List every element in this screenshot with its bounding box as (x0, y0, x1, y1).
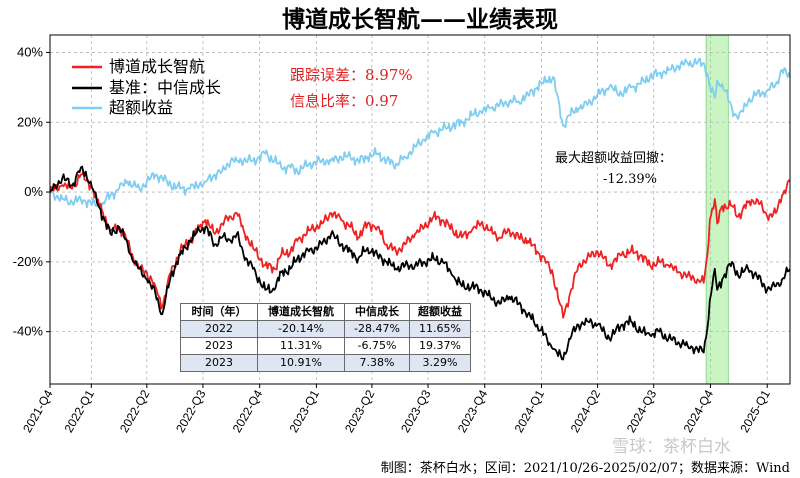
table-row: 2023 10.91% 7.38% 3.29% (180, 354, 471, 372)
legend-label-fund: 博道成长智航 (109, 57, 205, 76)
x-tick-label: 2024-Q3 (624, 387, 660, 435)
table-cell: -28.47% (344, 320, 410, 338)
x-tick-label: 2023-Q1 (287, 387, 323, 435)
x-tick-label: 2022-Q3 (173, 387, 209, 435)
performance-table: 时间（年） 博道成长智航 中信成长 超额收益 2022 -20.14% -28.… (180, 303, 471, 372)
y-tick-label: 20% (17, 114, 43, 129)
x-tick-label: 2025-Q1 (737, 387, 773, 435)
table-header-cell: 中信成长 (344, 303, 410, 321)
series-line (49, 170, 791, 319)
x-tick-label: 2022-Q4 (230, 387, 266, 435)
max-drawdown-label: 最大超额收益回撤： (555, 150, 672, 166)
chart-title: 博道成长智航——业绩表现 (282, 6, 558, 33)
legend-label-benchmark: 基准：中信成长 (109, 78, 221, 97)
x-tick-label: 2021-Q4 (20, 387, 56, 435)
table-cell: 11.65% (409, 320, 471, 338)
x-tick-label: 2022-Q2 (117, 387, 153, 435)
legend-label-excess: 超额收益 (109, 98, 173, 117)
legend: 博道成长智航 基准：中信成长 超额收益 (72, 57, 221, 117)
table-cell: 11.31% (257, 337, 345, 355)
table-cell: 10.91% (257, 354, 345, 372)
table-cell: 19.37% (409, 337, 471, 355)
watermark-text: 雪球：茶杯白水 (612, 437, 731, 457)
x-tick-label: 2023-Q4 (455, 387, 491, 435)
table-cell: 2023 (180, 354, 258, 372)
tracking-error-label: 跟踪误差：8.97% (290, 66, 413, 84)
table-cell: 2022 (180, 320, 258, 338)
footer-source: 制图：茶杯白水；区间：2021/10/26-2025/02/07；数据来源：Wi… (381, 460, 790, 476)
table-cell: 3.29% (409, 354, 471, 372)
table-row: 2022 -20.14% -28.47% 11.65% (180, 320, 471, 338)
table-header-row: 时间（年） 博道成长智航 中信成长 超额收益 (180, 303, 471, 321)
y-tick-label: 0% (24, 184, 43, 199)
x-tick-label: 2022-Q1 (61, 387, 97, 435)
series-lines (49, 57, 791, 361)
y-axis: 40% 20% 0% -20% -40% (13, 44, 50, 339)
table-row: 2023 11.31% -6.75% 19.37% (180, 337, 471, 355)
x-axis: 2021-Q4 2022-Q1 2022-Q2 2022-Q3 2022-Q4 2023-… (20, 384, 773, 435)
table-cell: -20.14% (257, 320, 345, 338)
series-line (49, 165, 791, 361)
x-tick-label: 2024-Q1 (512, 387, 548, 435)
y-tick-label: -20% (13, 254, 44, 269)
table-cell: -6.75% (344, 337, 410, 355)
x-tick-label: 2024-Q4 (681, 387, 717, 435)
max-drawdown-value: -12.39% (603, 172, 657, 187)
y-tick-label: -40% (13, 324, 44, 339)
table-header-cell: 超额收益 (409, 303, 471, 321)
table-header-cell: 时间（年） (180, 303, 258, 321)
series-line (49, 57, 791, 209)
y-tick-label: 40% (17, 44, 43, 59)
x-tick-label: 2023-Q2 (342, 387, 378, 435)
table-cell: 7.38% (344, 354, 410, 372)
x-tick-label: 2023-Q3 (398, 387, 434, 435)
x-tick-label: 2024-Q2 (568, 387, 604, 435)
info-ratio-label: 信息比率：0.97 (290, 92, 398, 110)
plot-frame (49, 34, 791, 385)
table-header-cell: 博道成长智航 (257, 303, 345, 321)
table-cell: 2023 (180, 337, 258, 355)
